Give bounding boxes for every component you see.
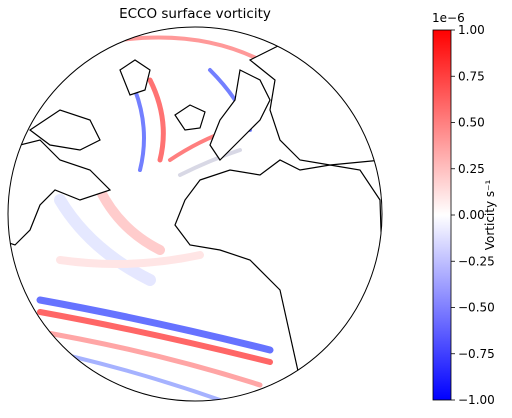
colorbar bbox=[432, 29, 452, 401]
colorbar-label: Vorticity s⁻¹ bbox=[483, 180, 497, 251]
colorbar-tick-label: 0.25 bbox=[458, 162, 485, 176]
globe-outline bbox=[7, 26, 383, 402]
colorbar-tick-label: −0.25 bbox=[458, 254, 495, 268]
globe bbox=[8, 35, 382, 401]
colorbar-tick-label: 0.75 bbox=[458, 69, 485, 83]
colorbar-offset: 1e−6 bbox=[432, 11, 465, 25]
land bbox=[8, 39, 382, 382]
colorbar-tick-label: 0.00 bbox=[458, 208, 485, 222]
colorbar-tick-label: 0.50 bbox=[458, 116, 485, 130]
colorbar-tick-label: −0.50 bbox=[458, 301, 495, 315]
colorbar-tick-label: 1.00 bbox=[458, 23, 485, 37]
colorbar-tick-label: −0.75 bbox=[458, 347, 495, 361]
chart-title: ECCO surface vorticity bbox=[119, 6, 271, 22]
colorbar-tick-label: −1.00 bbox=[458, 393, 495, 407]
